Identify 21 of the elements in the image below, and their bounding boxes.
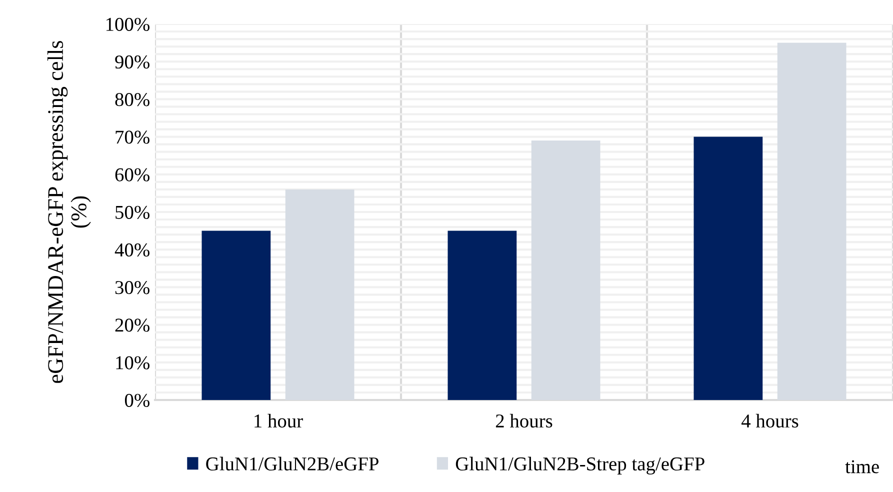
y-tick-label: 0% (124, 394, 150, 407)
y-tick-label: 100% (106, 18, 150, 31)
legend-label: GluN1/GluN2B/eGFP (206, 456, 378, 470)
y-axis-title: eGFP/NMDAR-eGFP expressing cells (%) (47, 41, 91, 383)
bar (694, 136, 763, 400)
y-tick-label: 70% (116, 130, 150, 144)
legend-label: GluN1/GluN2B-Strep tag/eGFP (456, 456, 704, 474)
y-tick-label: 30% (115, 281, 150, 294)
y-tick-label: 10% (116, 356, 150, 370)
y-tick-label: 60% (115, 168, 150, 182)
y-tick-label: 80% (115, 93, 150, 106)
y-tick-label: 40% (114, 243, 150, 257)
y-tick-label: 20% (115, 318, 150, 332)
x-tick-label: 2 hours (496, 414, 552, 428)
x-tick-label: 1 hour (254, 414, 303, 428)
bar (448, 230, 517, 400)
bar (202, 230, 271, 400)
x-axis-title: time (845, 460, 879, 474)
y-tick-label: 90% (115, 55, 150, 69)
y-tick-label: 50% (116, 206, 150, 219)
x-tick-label: 4 hours (741, 414, 798, 428)
